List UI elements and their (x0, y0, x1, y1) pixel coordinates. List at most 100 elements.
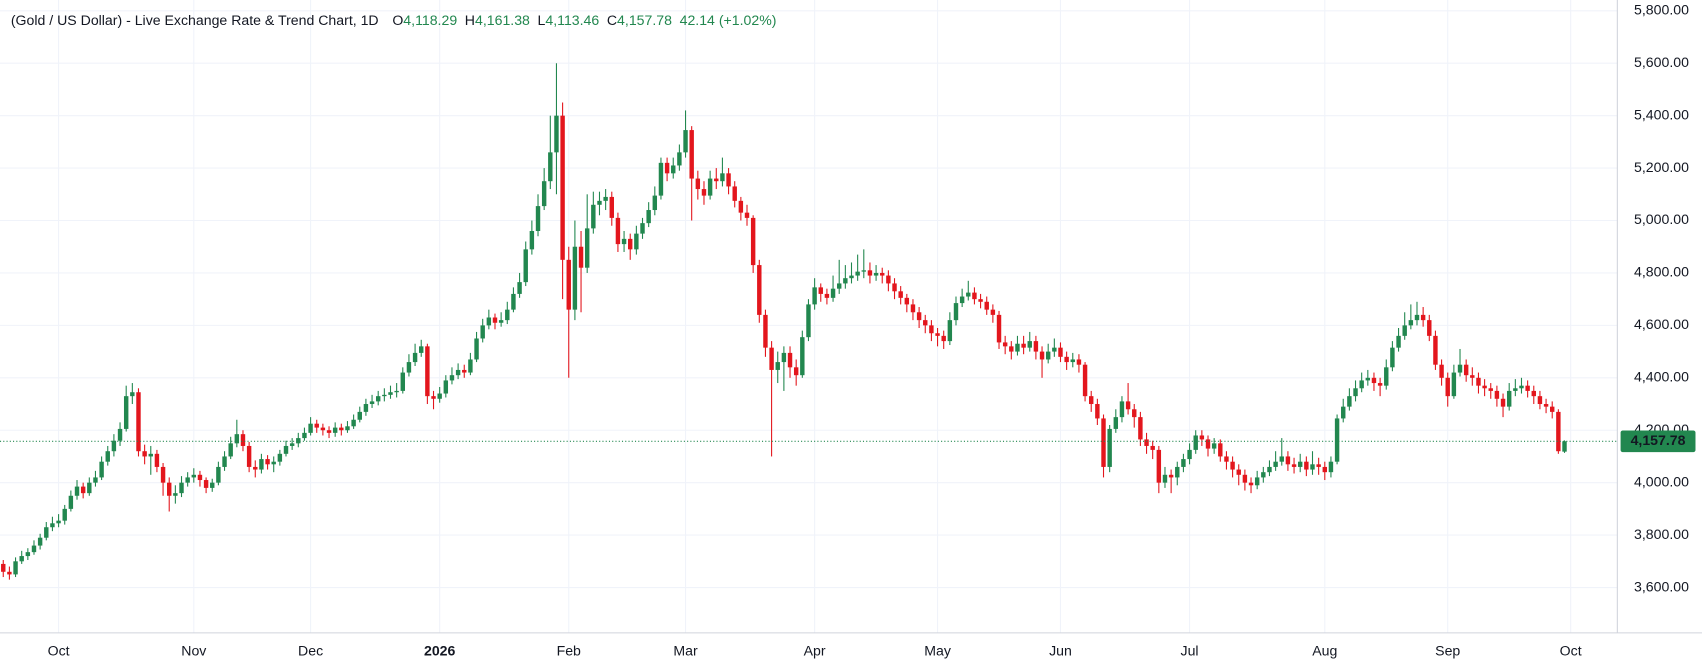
candle-body (283, 445, 289, 454)
candle-body (554, 115, 559, 153)
candle-body (246, 445, 252, 467)
candle-body (492, 317, 498, 323)
candle-body (689, 130, 694, 179)
candle-body (892, 283, 897, 292)
ohlc-value: 4,118.29 (403, 12, 457, 28)
candle-body (812, 287, 817, 305)
candle-body (117, 428, 123, 441)
candle-body (904, 297, 910, 305)
candle-body (462, 369, 467, 373)
candle-body (1525, 385, 1530, 391)
y-tick-label: 5,000.00 (1634, 211, 1689, 227)
candle-body (769, 347, 774, 370)
x-tick-label: Aug (1312, 643, 1337, 659)
candle-body (394, 390, 399, 393)
candle-body (1414, 314, 1420, 321)
candle-body (326, 430, 332, 433)
candle-body (1285, 456, 1291, 465)
candle-body (1218, 443, 1223, 457)
candle-body (191, 474, 197, 478)
candle-body (978, 299, 983, 302)
candle-body (173, 493, 178, 496)
candle-body (1009, 346, 1014, 352)
ohlc-key: L (538, 12, 546, 28)
candle-body (1211, 443, 1217, 449)
candle-body (511, 293, 516, 310)
candle-body (419, 346, 424, 353)
candle-body (1144, 439, 1149, 446)
candle-body (1101, 418, 1106, 467)
candle-body (228, 443, 233, 457)
candle-body (1089, 396, 1094, 405)
candle-body (320, 427, 326, 431)
candle-body (628, 238, 633, 250)
candle-body (763, 314, 768, 348)
candle-body (578, 246, 584, 268)
candle-body (277, 453, 283, 462)
candle-body (1248, 482, 1254, 486)
candle-body (1187, 449, 1192, 460)
candle-body (972, 292, 977, 300)
candle-body (289, 443, 295, 446)
ohlc-key: O (392, 12, 403, 28)
chart-header: (Gold / US Dollar) - Live Exchange Rate … (11, 12, 777, 28)
change: 42.14 (+1.02%) (680, 12, 777, 28)
x-tick-label: 2026 (424, 643, 456, 659)
candle-body (1119, 401, 1125, 418)
candle-body (339, 427, 344, 431)
candle-body (1125, 401, 1131, 410)
candle-body (923, 320, 928, 326)
candle-body (1476, 377, 1481, 386)
candle-body (1304, 461, 1309, 470)
candle-body (523, 249, 528, 283)
candle-body (621, 238, 627, 245)
candle-body (830, 288, 836, 298)
candle-body (468, 359, 473, 373)
y-tick-label: 4,000.00 (1634, 473, 1689, 489)
y-tick-label: 5,400.00 (1634, 106, 1689, 122)
candle-body (203, 480, 209, 488)
candle-body (873, 272, 879, 276)
candle-body (1427, 320, 1432, 336)
candle-body (142, 451, 147, 457)
candle-body (62, 508, 67, 521)
candle-body (1334, 418, 1340, 462)
candle-body (1451, 372, 1457, 397)
ohlc-key: H (465, 12, 475, 28)
candle-body (677, 152, 682, 166)
candle-body (197, 474, 203, 481)
candle-body (652, 195, 658, 211)
candle-body (400, 372, 406, 391)
x-tick-label: Jul (1181, 643, 1199, 659)
candle-body (560, 115, 565, 260)
last-price-tag (1620, 430, 1696, 453)
candle-body (1519, 385, 1524, 389)
candle-body (1531, 390, 1536, 397)
candle-body (210, 482, 215, 488)
candle-body (1445, 377, 1450, 397)
candle-body (1365, 377, 1371, 381)
candle-body (609, 196, 614, 218)
ohlc-key: C (607, 12, 617, 28)
candle-body (123, 396, 129, 429)
candle-body (959, 296, 965, 304)
candle-body (787, 352, 793, 368)
candle-body (836, 283, 842, 289)
candle-body (1371, 377, 1377, 384)
candle-body (1310, 464, 1315, 470)
candle-body (1193, 435, 1198, 450)
candle-body (1279, 456, 1284, 462)
candle-body (898, 291, 903, 298)
candle-body (314, 423, 319, 428)
candle-body (68, 495, 74, 509)
candle-body (1463, 364, 1469, 376)
candle-body (1168, 474, 1174, 478)
candle-body (443, 380, 449, 394)
candle-body (1058, 347, 1063, 357)
candle-body (947, 320, 953, 342)
candle-body (1156, 449, 1162, 483)
candle-body (486, 317, 492, 326)
x-tick-label: Sep (1435, 643, 1460, 659)
candle-body (7, 571, 12, 575)
x-tick-label: Jun (1049, 643, 1072, 659)
